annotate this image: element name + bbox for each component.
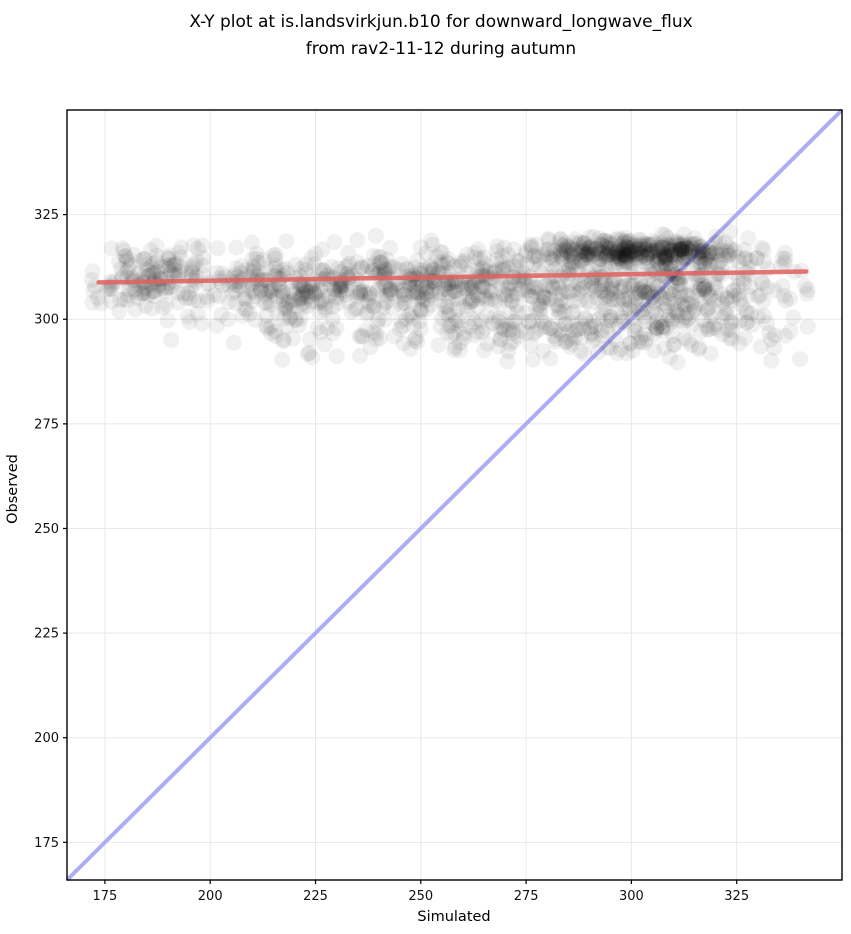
y-tick-label: 225 [34,627,59,642]
chart-title-line1: X-Y plot at is.landsvirkjun.b10 for down… [189,12,693,32]
y-axis-label: Observed [5,454,21,524]
chart-title-line2: from rav2-11-12 during autumn [305,39,577,59]
y-tick-label: 300 [34,313,59,328]
linear-fit-line [96,269,809,285]
x-tick-label: 325 [724,889,749,904]
chart-title: X-Y plot at is.landsvirkjun.b10 for down… [52,9,830,63]
x-tick-label: 200 [198,889,223,904]
scatter-points [83,223,816,371]
x-tick-label: 250 [408,889,433,904]
x-tick-label: 300 [619,889,644,904]
x-axis-label: Simulated [417,909,490,925]
y-tick-label: 275 [34,417,59,432]
y-tick-label: 175 [34,836,59,851]
y-tick-label: 325 [34,208,59,223]
x-tick-label: 275 [514,889,539,904]
x-tick-label: 175 [92,889,117,904]
y-tick-label: 200 [34,731,59,746]
x-tick-label: 225 [303,889,328,904]
one-to-one-line [65,108,844,882]
plot-border [66,109,843,881]
generated-layer: 175 200 225 250 275 300 325 175 200 225 250 275 300 3… [34,108,844,904]
y-tick-label: 250 [34,522,59,537]
